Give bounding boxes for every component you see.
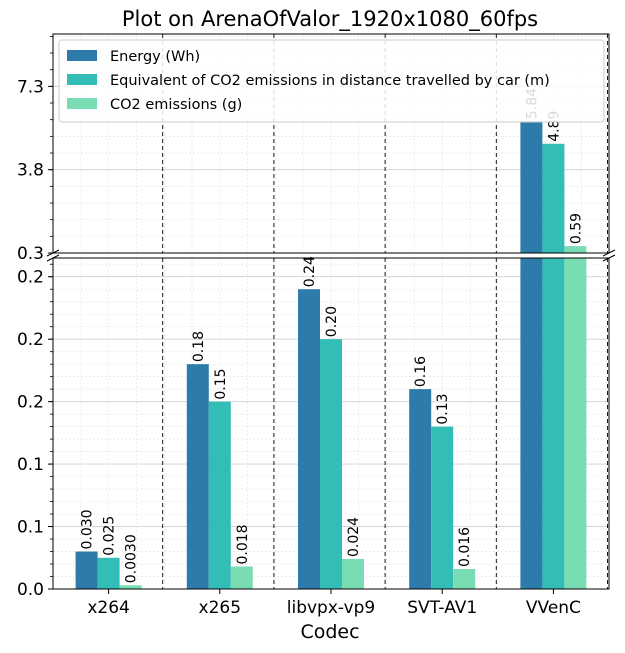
axis-break-mark (602, 249, 616, 257)
value-label: 0.030 (80, 509, 96, 549)
y-tick-label: 0.0 (17, 580, 44, 600)
bar-x265-3 (230, 566, 253, 589)
upper-axes-frame (52, 33, 610, 254)
bar-libvpx-vp9-1 (298, 289, 320, 589)
chart-title: Plot on ArenaOfValor_1920x1080_60fps (122, 7, 538, 32)
bars (75, 121, 587, 589)
bar-SVT-AV1-1 (409, 389, 432, 589)
bar-VVenC-2 (542, 258, 565, 589)
value-label: 0.13 (435, 393, 451, 424)
value-label: 0.0030 (124, 534, 140, 583)
y-tick-label: 3.8 (17, 161, 44, 181)
legend-swatch (67, 50, 97, 61)
legend-label: Equivalent of CO2 emissions in distance … (110, 73, 550, 89)
bar-VVenC-1 (520, 121, 543, 253)
x-tick-label: libvpx-vp9 (287, 598, 376, 618)
bar-VVenC-1 (520, 258, 543, 589)
bar-x264-3 (119, 585, 142, 589)
value-label: 0.59 (568, 213, 584, 244)
x-tick-label: SVT-AV1 (407, 598, 477, 618)
y-tick-label: 0.1 (17, 455, 44, 475)
x-tick-label: x265 (199, 598, 242, 618)
bar-x265-2 (208, 401, 231, 589)
legend-swatch (67, 74, 97, 85)
x-tick-label: VVenC (526, 598, 581, 618)
value-label: 0.18 (191, 331, 207, 362)
bar-libvpx-vp9-2 (320, 339, 342, 589)
axis-break-mark (602, 254, 616, 262)
bar-x264-2 (97, 557, 120, 589)
bar-SVT-AV1-3 (453, 569, 476, 589)
y-tick-label: 0.1 (17, 518, 44, 538)
value-label: 0.16 (413, 356, 429, 387)
x-axis-label: Codec (300, 621, 359, 643)
legend-box (58, 39, 605, 123)
y-tick-label: 0.2 (17, 330, 44, 350)
legend: Energy (Wh) Equivalent of CO2 emissions i… (58, 39, 605, 123)
axis-ticks: 0.0 0.1 0.1 0.2 0.2 0.2 0.3 3.8 7.3 x264 x265 libvp… (17, 35, 581, 618)
bar-x265-1 (186, 364, 209, 589)
y-tick-label: 7.3 (17, 77, 44, 97)
value-label: 0.20 (324, 306, 340, 337)
bar-libvpx-vp9-3 (342, 559, 364, 589)
bar-VVenC-3 (564, 246, 587, 253)
x-tick-label: x264 (87, 598, 130, 618)
y-tick-label: 0.3 (17, 244, 44, 264)
value-label: 0.018 (235, 524, 251, 564)
y-tick-label: 0.2 (17, 393, 44, 413)
value-label: 0.24 (302, 256, 318, 287)
value-label: 0.025 (102, 516, 118, 556)
legend-swatch (67, 98, 97, 109)
value-label: 0.15 (213, 368, 229, 399)
y-tick-label: 0.2 (17, 268, 44, 288)
bar-SVT-AV1-2 (431, 426, 454, 589)
legend-label: CO2 emissions (g) (110, 97, 242, 113)
axis-break-mark (46, 254, 60, 262)
value-label: 0.024 (346, 517, 362, 557)
value-label: 0.016 (457, 527, 473, 567)
bar-x264-1 (75, 551, 98, 589)
bar-VVenC-3 (564, 258, 587, 589)
legend-label: Energy (Wh) (110, 49, 200, 65)
bar-VVenC-2 (542, 143, 565, 253)
